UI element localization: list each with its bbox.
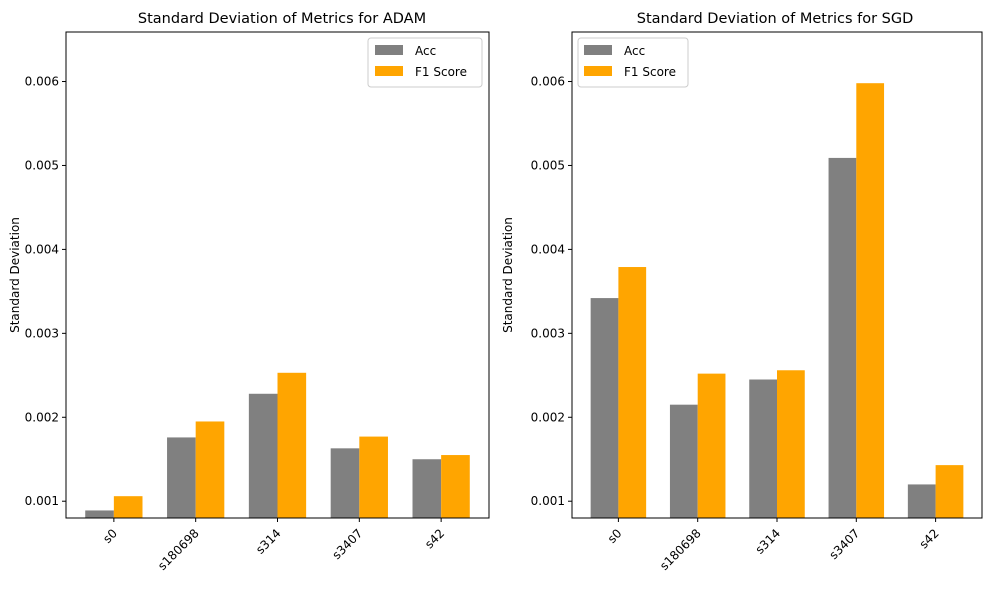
bar-acc-s3407 — [828, 157, 857, 518]
legend-label-f1: F1 Score — [624, 65, 676, 79]
legend-swatch-f1 — [375, 66, 403, 76]
legend: Acc F1 Score — [367, 37, 483, 88]
legend-swatch-f1 — [584, 66, 612, 76]
bar-f1-score-s42 — [935, 465, 964, 518]
y-tick-label: 0.001 — [25, 494, 59, 508]
legend: Acc F1 Score — [577, 37, 689, 88]
y-tick-label: 0.004 — [25, 242, 59, 256]
axes-frame — [65, 31, 490, 519]
bar-f1-score-s180698 — [195, 421, 225, 518]
chart-title: Standard Deviation of Metrics for SGD — [637, 11, 914, 27]
y-tick-label: 0.002 — [25, 410, 59, 424]
y-tick-label: 0.003 — [25, 326, 59, 340]
bar-f1-score-s3407 — [359, 436, 388, 518]
bar-f1-score-s314 — [277, 372, 307, 518]
bar-acc-s0 — [590, 298, 619, 518]
bar-acc-s42 — [412, 459, 442, 518]
y-tick-label: 0.005 — [25, 158, 59, 172]
bar-f1-score-s0 — [113, 496, 143, 518]
bar-acc-s3407 — [330, 448, 360, 518]
bar-acc-s314 — [749, 379, 777, 518]
y-axis-label: Standard Deviation — [8, 217, 22, 333]
sgd-chart: Standard Deviation of Metrics for SGD St… — [501, 11, 983, 573]
bar-acc-s314 — [248, 393, 278, 518]
y-tick-label: 0.006 — [531, 75, 565, 89]
legend-label-acc: Acc — [415, 44, 436, 58]
bar-f1-score-s0 — [618, 267, 647, 518]
legend-swatch-acc — [584, 45, 612, 55]
y-tick-label: 0.004 — [531, 242, 565, 256]
bar-f1-score-s180698 — [697, 373, 726, 518]
y-tick-label: 0.006 — [25, 75, 59, 89]
y-tick-label: 0.002 — [531, 410, 565, 424]
y-axis-label: Standard Deviation — [501, 217, 515, 333]
bar-acc-s42 — [907, 484, 936, 518]
bars-group — [85, 372, 470, 518]
bar-acc-s0 — [85, 510, 114, 518]
legend-label-f1: F1 Score — [415, 65, 467, 79]
chart-title: Standard Deviation of Metrics for ADAM — [138, 11, 426, 27]
y-tick-label: 0.003 — [531, 326, 565, 340]
y-tick-label: 0.001 — [531, 494, 565, 508]
bar-acc-s180698 — [669, 404, 698, 518]
legend-label-acc: Acc — [624, 44, 645, 58]
legend-swatch-acc — [375, 45, 403, 55]
bar-f1-score-s314 — [777, 370, 805, 518]
y-tick-label: 0.005 — [531, 158, 565, 172]
axes-frame — [571, 31, 983, 519]
bar-f1-score-s42 — [441, 455, 470, 518]
bar-f1-score-s3407 — [856, 83, 885, 518]
bar-acc-s180698 — [167, 437, 196, 518]
bars-group — [590, 83, 964, 518]
